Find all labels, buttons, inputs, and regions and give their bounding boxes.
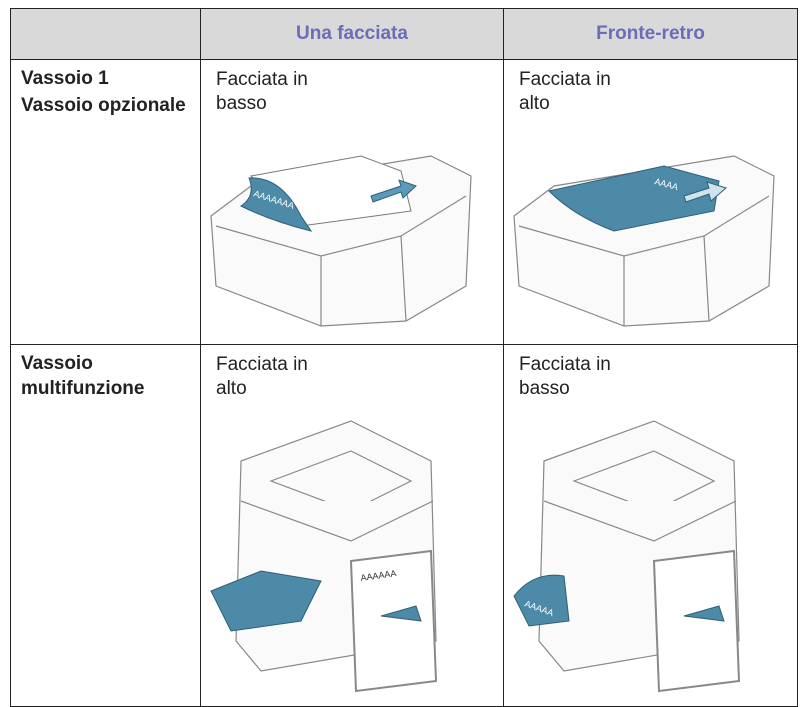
header-row: Una facciata Fronte-retro [10,8,798,60]
row: Vassoio 1 Vassoio opzionale Facciata in … [10,59,798,345]
tray-illustration: AAAAAAA [210,155,472,327]
cell-text: Facciata in alto [216,354,308,399]
cell: Facciata in basso AAAAA [503,344,798,707]
label: Vassoio opzionale [21,95,186,116]
label: Vassoio multifunzione [21,353,145,399]
cell: Facciata in alto AAAAAA [200,344,504,707]
header-cell: Fronte-retro [503,8,798,60]
row-label: Vassoio multifunzione [10,344,201,707]
header-cell: Una facciata [200,8,504,60]
header-empty [10,8,201,60]
cell: Facciata in basso AAAAAAA [200,59,504,345]
row-label: Vassoio 1 Vassoio opzionale [10,59,201,345]
label: Vassoio 1 [21,68,109,89]
paper-orientation-table: Una facciata Fronte-retro Vassoio 1 Vass… [10,8,798,707]
printer-illustration: AAAAAA [210,420,438,693]
cell-text: Facciata in basso [216,69,308,114]
paper-mark: AAAAAA [360,568,397,583]
printer-illustration: AAAAA [513,420,741,693]
cell: Facciata in alto AAAA [503,59,798,345]
cell-text: Facciata in basso [519,354,611,399]
cell-text: Facciata in alto [519,69,611,114]
tray-illustration: AAAA [513,155,775,327]
row: Vassoio multifunzione Facciata in alto A… [10,344,798,707]
